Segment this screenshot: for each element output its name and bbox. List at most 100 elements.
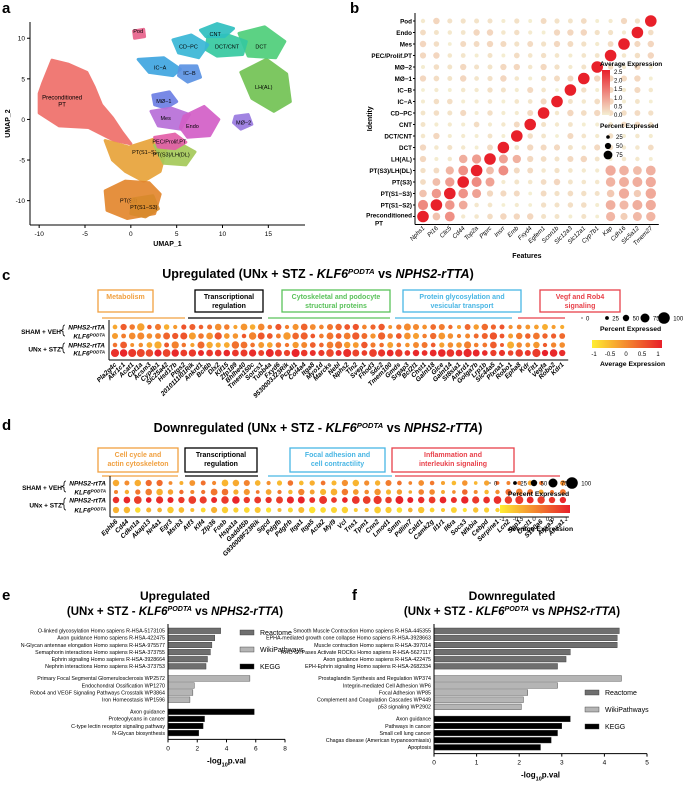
dot — [514, 76, 520, 81]
dot — [190, 342, 195, 348]
dot — [619, 177, 629, 187]
dot — [353, 507, 358, 513]
dot — [128, 348, 137, 358]
dot — [362, 496, 371, 504]
dot — [527, 144, 534, 151]
dot — [221, 479, 229, 487]
row-label: PT(S3)/LH(DL) — [369, 168, 412, 175]
dot — [395, 496, 404, 504]
size-legend-dot — [581, 317, 583, 319]
category-box — [402, 289, 522, 313]
x-tick-label: 15 — [265, 231, 273, 238]
dot — [301, 341, 308, 349]
dot — [581, 53, 587, 58]
dot — [499, 324, 505, 330]
dot — [145, 479, 152, 487]
row-label: PT — [375, 221, 383, 228]
dot — [594, 190, 600, 197]
cluster-label: PT(S3)/LH(DL) — [153, 152, 190, 158]
dot — [265, 349, 274, 357]
dot — [594, 75, 601, 82]
dot — [606, 189, 615, 198]
legend-swatch — [584, 723, 600, 730]
dot — [309, 480, 315, 486]
dot — [433, 52, 440, 59]
dot — [621, 156, 627, 162]
dot — [243, 496, 250, 504]
dot — [483, 496, 490, 504]
dot — [135, 489, 141, 495]
dot — [447, 18, 453, 24]
dot — [364, 507, 369, 513]
dot — [621, 145, 627, 150]
dot — [474, 134, 479, 138]
dot — [461, 214, 466, 219]
dot — [343, 332, 351, 340]
dot — [134, 479, 142, 487]
dot — [284, 342, 290, 348]
dot — [567, 155, 574, 163]
cluster-cnt — [199, 22, 235, 39]
dot — [537, 107, 550, 119]
dot — [440, 480, 446, 486]
dot — [501, 122, 506, 127]
x-axis-title: -log10p.val — [521, 771, 560, 783]
dot — [474, 64, 480, 70]
row-label: IC−B — [397, 88, 412, 95]
dot — [298, 506, 305, 514]
dot — [527, 53, 533, 58]
dot — [620, 75, 628, 82]
x-tick-label: 5 — [175, 231, 179, 238]
term-label: Iron Homeostasis WP1596 — [102, 698, 165, 704]
dot — [198, 333, 204, 339]
dot — [444, 187, 456, 200]
dot — [549, 349, 558, 357]
dot — [634, 40, 641, 48]
dot — [506, 481, 511, 485]
dot — [432, 212, 441, 221]
dot — [527, 64, 533, 70]
row-label: IC−A — [397, 99, 412, 106]
dot — [483, 480, 490, 486]
dot — [460, 109, 467, 117]
marker-dotplot: Pod Endo Mes PEC/Prolif.PT MØ−2 MØ−1 IC−B IC−A C… — [366, 13, 662, 260]
row-label: KLF6PODTA — [73, 349, 105, 358]
row-label: CD−PC — [390, 111, 412, 118]
dot — [420, 18, 426, 24]
dot — [379, 342, 384, 348]
dot — [471, 176, 482, 188]
dot — [541, 349, 549, 357]
dot — [206, 332, 213, 340]
dot — [249, 324, 256, 330]
dot — [472, 496, 480, 504]
dot — [320, 507, 326, 513]
dot — [441, 490, 445, 494]
dot — [474, 76, 479, 81]
size-legend-tick: 75 — [616, 153, 623, 159]
dot — [487, 213, 493, 220]
dot — [300, 349, 308, 357]
dot — [275, 323, 282, 331]
dot — [541, 213, 547, 220]
dot — [430, 342, 436, 348]
dot — [341, 506, 349, 514]
dot — [608, 122, 613, 127]
dot — [513, 52, 520, 59]
dot — [490, 324, 497, 330]
dot — [188, 349, 197, 357]
row-label: MØ−2 — [395, 65, 413, 72]
dot — [591, 61, 603, 73]
dot — [621, 30, 627, 35]
dot — [581, 202, 587, 208]
dot — [473, 333, 479, 339]
dot — [508, 324, 513, 330]
dot — [112, 506, 120, 514]
dot — [396, 507, 403, 513]
dot — [168, 481, 173, 485]
dot — [460, 30, 466, 35]
dot — [515, 349, 523, 357]
dot — [595, 133, 600, 139]
dot — [645, 188, 657, 199]
term-label: Ephrin signaling Homo sapiens R-HSA-3928… — [52, 657, 165, 663]
dot — [581, 213, 587, 220]
